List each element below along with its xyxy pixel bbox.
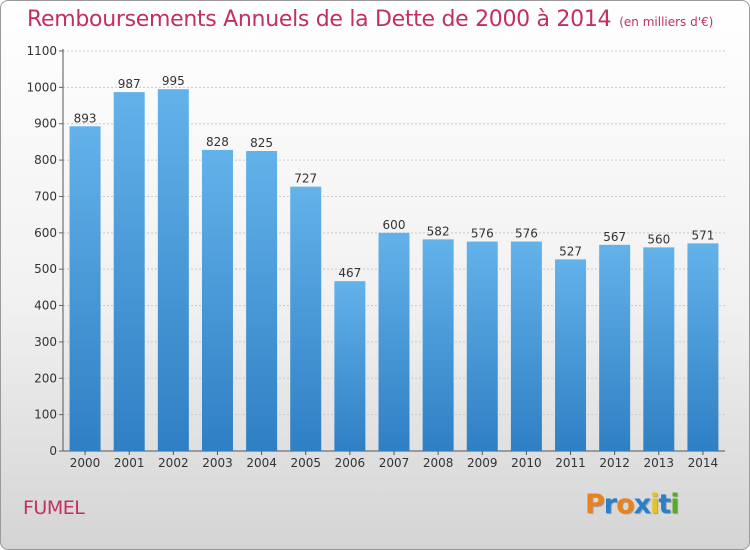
data-label-2009: 576 xyxy=(471,227,494,241)
bar-2011 xyxy=(555,259,587,451)
y-tick-label-0: 0 xyxy=(49,444,57,458)
bar-2009 xyxy=(466,241,498,451)
data-label-2004: 825 xyxy=(250,136,273,150)
x-tick-label-2001: 2001 xyxy=(114,456,145,470)
bar-2005 xyxy=(290,186,322,452)
data-label-2012: 567 xyxy=(603,230,626,244)
x-tick-label-2011: 2011 xyxy=(555,456,586,470)
data-label-2001: 987 xyxy=(118,77,141,91)
x-tick-label-2013: 2013 xyxy=(644,456,675,470)
title-text: Remboursements Annuels de la Dette de 20… xyxy=(27,7,612,32)
bar-2008 xyxy=(422,239,454,451)
logo-letter: o xyxy=(616,489,635,520)
bar-2004 xyxy=(246,151,278,451)
x-tick-label-2004: 2004 xyxy=(246,456,277,470)
data-label-2000: 893 xyxy=(74,111,97,125)
data-label-2011: 527 xyxy=(559,244,582,258)
logo-letter: i xyxy=(650,489,659,520)
labels-layer: 0 100 200 300 400 500 600 700 800 900 1000 1100 893 2… xyxy=(26,44,718,470)
x-tick-label-2009: 2009 xyxy=(467,456,498,470)
bar-2013 xyxy=(643,247,675,451)
x-tick-label-2000: 2000 xyxy=(70,456,101,470)
bar-2003 xyxy=(201,149,233,451)
bar-2001 xyxy=(113,92,145,451)
bar-2007 xyxy=(378,232,410,451)
logo-letter: x xyxy=(633,489,651,520)
data-label-2002: 995 xyxy=(162,74,185,88)
data-label-2008: 582 xyxy=(427,224,450,238)
unit-note: (en milliers d'€) xyxy=(619,15,714,29)
bars-layer xyxy=(69,89,719,452)
data-label-2003: 828 xyxy=(206,135,229,149)
bar-2014 xyxy=(687,243,719,451)
y-tick-label-100: 100 xyxy=(34,408,57,422)
data-label-2014: 571 xyxy=(691,228,714,242)
x-tick-label-2007: 2007 xyxy=(379,456,410,470)
bar-2010 xyxy=(510,241,542,451)
proxiti-logo: Proxiti xyxy=(585,489,680,520)
x-tick-label-2006: 2006 xyxy=(335,456,366,470)
bar-2000 xyxy=(69,126,101,451)
x-tick-label-2010: 2010 xyxy=(511,456,542,470)
y-tick-label-600: 600 xyxy=(34,226,57,240)
data-label-2013: 560 xyxy=(647,232,670,246)
y-tick-label-200: 200 xyxy=(34,371,57,385)
x-tick-label-2003: 2003 xyxy=(202,456,233,470)
chart-title: Remboursements Annuels de la Dette de 20… xyxy=(27,7,713,32)
x-tick-label-2012: 2012 xyxy=(599,456,630,470)
data-label-2007: 600 xyxy=(383,218,406,232)
y-tick-label-1000: 1000 xyxy=(26,80,57,94)
y-tick-label-500: 500 xyxy=(34,262,57,276)
data-label-2005: 727 xyxy=(294,172,317,186)
y-tick-label-900: 900 xyxy=(34,117,57,131)
x-tick-label-2002: 2002 xyxy=(158,456,189,470)
data-label-2006: 467 xyxy=(338,266,361,280)
y-tick-label-700: 700 xyxy=(34,189,57,203)
data-label-2010: 576 xyxy=(515,227,538,241)
y-tick-label-800: 800 xyxy=(34,153,57,167)
y-tick-label-1100: 1100 xyxy=(26,44,57,58)
x-tick-label-2008: 2008 xyxy=(423,456,454,470)
logo-letter: r xyxy=(603,489,617,520)
bar-2006 xyxy=(334,281,366,451)
y-tick-label-300: 300 xyxy=(34,335,57,349)
bar-2002 xyxy=(157,89,189,451)
y-tick-label-400: 400 xyxy=(34,299,57,313)
x-tick-label-2005: 2005 xyxy=(290,456,321,470)
bar-2012 xyxy=(599,244,631,451)
logo-letter: i xyxy=(670,489,679,520)
x-tick-label-2014: 2014 xyxy=(688,456,719,470)
logo-letter: t xyxy=(658,489,671,520)
city-name: FUMEL xyxy=(23,497,85,519)
logo-letter: P xyxy=(585,489,605,520)
